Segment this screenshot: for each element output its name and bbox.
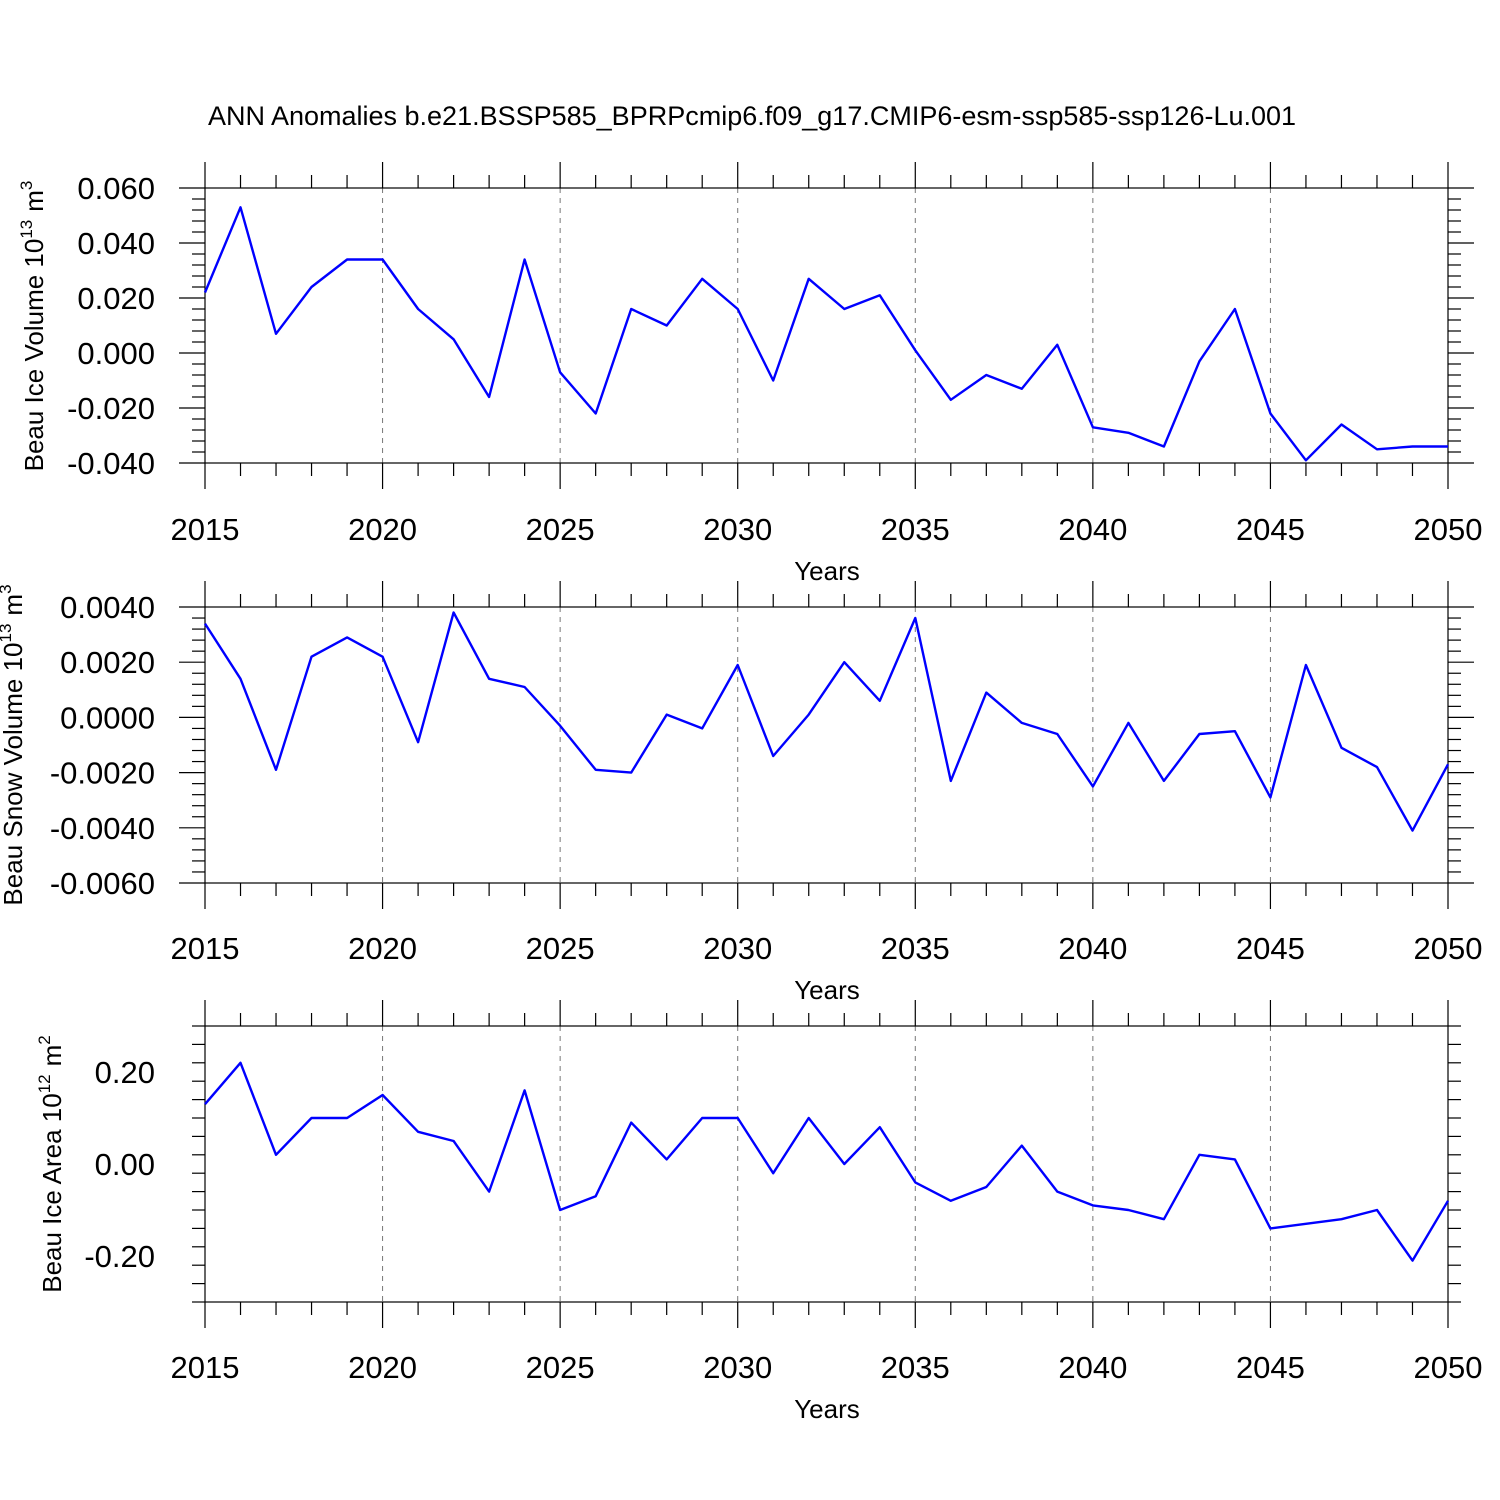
panel-snow-volume-ticks [179,581,1474,909]
panel-ice-volume-x-tick-labels: 2015 2020 2025 2030 2035 2040 2045 2050 [171,512,1483,547]
panel-snow-volume-y-tick-label: -0.0060 [50,866,155,901]
panel-ice-volume-series-line [203,206,1448,462]
panel-ice-volume-y-tick-label: -0.020 [67,391,155,426]
panel-snow-volume-x-tick-label: 2025 [526,931,595,966]
panel-ice-area-y-tick-label: 0.20 [95,1055,155,1090]
panel-ice-volume-y-tick-label: 0.060 [77,171,155,206]
panel-ice-volume-x-tick-label: 2045 [1236,512,1305,547]
panel-snow-volume-y-axis-title-unit: m [0,594,28,616]
panel-ice-volume-y-axis-title-unit: m [19,190,49,212]
panel-ice-area: 2015 2020 2025 2030 2035 2040 2045 2050 0.20 0.0… [35,1000,1482,1424]
panel-snow-volume-frame [204,606,1449,884]
panel-ice-volume-y-tick-label: 0.040 [77,226,155,261]
panel-ice-area-x-tick-label: 2045 [1236,1350,1305,1385]
panel-snow-volume-x-tick-label: 2020 [348,931,417,966]
panel-snow-volume-x-tick-label: 2050 [1414,931,1483,966]
panel-ice-area-x-tick-label: 2040 [1058,1350,1127,1385]
panel-ice-volume-y-tick-label: 0.000 [77,336,155,371]
panel-ice-volume-x-tick-label: 2040 [1058,512,1127,547]
panel-ice-volume-x-tick-label: 2020 [348,512,417,547]
panel-snow-volume-x-axis-title: Years [794,975,860,1005]
panel-ice-volume-y-tick-label: 0.020 [77,281,155,316]
panel-ice-volume-y-axis-title: Beau Ice Volume 1013 m3 [17,181,49,472]
panel-ice-area-frame [204,1025,1449,1303]
panel-ice-area-x-tick-label: 2030 [703,1350,772,1385]
panel-snow-volume-y-axis-title-exp: 13 [0,624,15,643]
panel-ice-area-y-tick-label: -0.20 [84,1239,155,1274]
panel-ice-area-y-axis-title-exp: 12 [35,1074,54,1093]
panel-ice-volume-x-tick-label: 2050 [1414,512,1483,547]
panel-snow-volume: 2015 2020 2025 2030 2035 2040 2045 2050 0.00400… [0,581,1482,1005]
panel-snow-volume-gridlines [382,607,1271,883]
panel-ice-area-x-axis-title: Years [794,1394,860,1424]
panel-snow-volume-y-tick-label: 0.0000 [60,700,155,735]
panel-snow-volume-x-tick-labels: 2015 2020 2025 2030 2035 2040 2045 2050 [171,931,1483,966]
panel-snow-volume-x-tick-label: 2030 [703,931,772,966]
panel-ice-area-x-tick-label: 2035 [881,1350,950,1385]
panel-ice-area-ticks [192,1000,1461,1328]
panel-ice-volume: 2015 2020 2025 2030 2035 2040 2045 2050 0.0600.… [17,162,1482,586]
panel-ice-volume-ticks [179,162,1474,489]
panel-snow-volume-x-tick-label: 2040 [1058,931,1127,966]
panel-ice-area-y-axis-title-unit-exp: 2 [35,1035,54,1044]
panel-ice-volume-gridlines [382,188,1271,463]
panel-ice-volume-y-tick-label: -0.040 [67,446,155,481]
panel-ice-area-x-tick-label: 2025 [526,1350,595,1385]
figure-title: ANN Anomalies b.e21.BSSP585_BPRPcmip6.f0… [208,101,1296,131]
panel-snow-volume-y-tick-labels: 0.0040 0.0020 0.0000 -0.0020 -0.0040 -0.0060 [50,590,155,901]
panel-snow-volume-y-tick-label: 0.0040 [60,590,155,625]
panel-ice-area-y-axis-title: Beau Ice Area 1012 m2 [35,1035,67,1293]
panel-ice-volume-y-axis-title-exp: 13 [17,220,36,239]
panel-snow-volume-y-axis-title-main: Beau Snow Volume 10 [0,642,28,905]
panel-ice-volume-x-tick-label: 2025 [526,512,595,547]
panel-snow-volume-x-tick-label: 2045 [1236,931,1305,966]
panel-snow-volume-y-tick-label: -0.0040 [50,811,155,846]
panel-ice-volume-x-axis-title: Years [794,556,860,586]
panel-ice-volume-y-axis-title-unit-exp: 3 [17,181,36,190]
panel-ice-volume-x-tick-label: 2015 [171,512,240,547]
panel-ice-area-y-axis-title-main: Beau Ice Area 10 [37,1093,67,1292]
panel-snow-volume-x-tick-label: 2035 [881,931,950,966]
panel-snow-volume-x-tick-label: 2015 [171,931,240,966]
panel-ice-volume-y-tick-labels: 0.060 0.040 0.020 0.000 -0.020 -0.040 [67,171,155,481]
panel-ice-area-x-tick-label: 2020 [348,1350,417,1385]
panel-ice-area-x-tick-label: 2050 [1414,1350,1483,1385]
panel-ice-area-x-tick-labels: 2015 2020 2025 2030 2035 2040 2045 2050 [171,1350,1483,1385]
panel-ice-area-y-axis-title-unit: m [37,1045,67,1067]
panel-snow-volume-y-axis-title-unit-exp: 3 [0,584,15,593]
panel-snow-volume-y-axis-title: Beau Snow Volume 1013 m3 [0,584,28,905]
panel-ice-area-y-tick-labels: 0.20 0.00 -0.20 [84,1055,155,1274]
panel-snow-volume-y-tick-label: 0.0020 [60,645,155,680]
panel-ice-volume-x-tick-label: 2030 [703,512,772,547]
panel-ice-area-x-tick-label: 2015 [171,1350,240,1385]
panel-snow-volume-y-tick-label: -0.0020 [50,756,155,791]
panel-ice-area-gridlines [382,1026,1271,1302]
panel-ice-volume-frame [204,187,1449,464]
panel-ice-area-y-tick-label: 0.00 [95,1147,155,1182]
panel-ice-volume-y-axis-title-main: Beau Ice Volume 10 [19,239,49,472]
panel-snow-volume-series-line [203,611,1450,832]
panel-ice-volume-x-tick-label: 2035 [881,512,950,547]
panel-ice-area-series-line [204,1061,1450,1262]
